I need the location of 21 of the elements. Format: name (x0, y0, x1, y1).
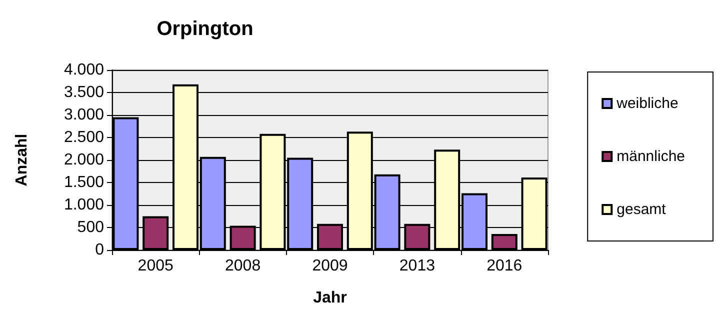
x-tick-label: 2008 (225, 258, 261, 274)
chart-title: Orpington (156, 18, 254, 40)
y-tick-label: 1.000 (64, 196, 104, 214)
x-tick-label: 2005 (138, 258, 174, 274)
y-tick-label: 0 (95, 242, 104, 258)
legend-label: männliche (616, 148, 686, 165)
y-tick-label: 3.000 (64, 106, 104, 124)
x-tick-label: 2013 (399, 258, 436, 274)
y-tick-label: 1.500 (64, 174, 104, 191)
x-axis-title: Jahr (313, 290, 347, 306)
x-tick-label: 2016 (486, 258, 522, 274)
legend-label: gesamt (616, 201, 667, 218)
legend-label: weibliche (616, 95, 678, 112)
bar (491, 234, 518, 250)
y-axis-title: Anzahl (14, 134, 30, 186)
y-tick-label: 2.500 (64, 129, 104, 146)
y-tick-label: 3.500 (64, 84, 104, 101)
y-tick-label: 4.000 (64, 62, 104, 78)
y-tick-label: 2.000 (64, 152, 104, 168)
x-tick-label: 2009 (312, 258, 348, 274)
y-tick-label: 500 (77, 219, 104, 236)
